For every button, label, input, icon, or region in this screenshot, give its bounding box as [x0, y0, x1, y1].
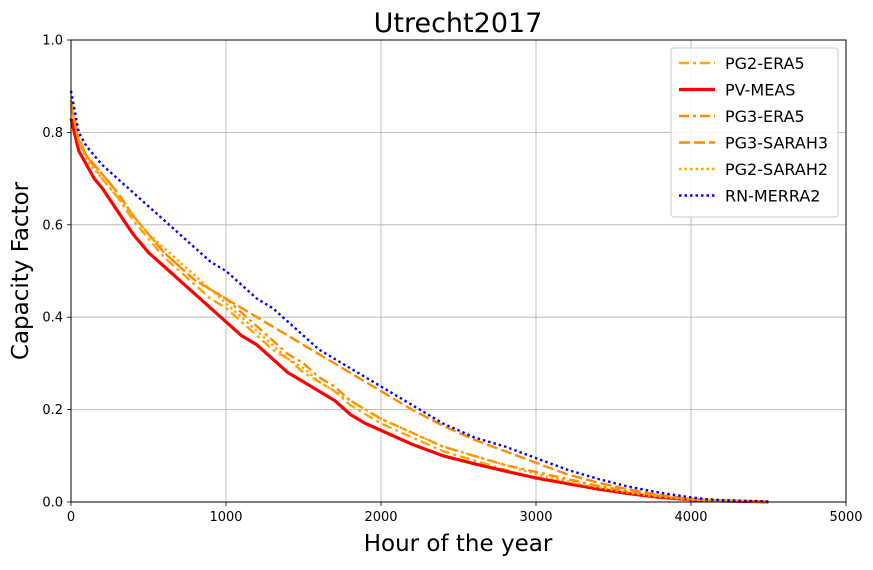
- y-axis-title: Capacity Factor: [8, 181, 34, 360]
- x-axis-title: Hour of the year: [364, 531, 553, 557]
- y-tick-label: 0.4: [42, 311, 63, 326]
- chart-title: Utrecht2017: [374, 8, 543, 39]
- y-tick-label: 0.8: [42, 126, 63, 141]
- series-line-pv-meas: [69, 118, 769, 504]
- x-tick-label: 2000: [364, 510, 397, 525]
- x-tick-label: 5000: [829, 510, 862, 525]
- y-tick-label: 0.2: [42, 403, 63, 418]
- series-line-pg2-sarah2: [69, 104, 769, 504]
- x-axis-ticks: 0 1000 2000 3000 4000 5000: [67, 502, 863, 525]
- legend-label: PG2-ERA5: [725, 54, 805, 73]
- legend-label: PV-MEAS: [725, 81, 795, 100]
- series-line-rn-merra2: [69, 90, 769, 503]
- y-tick-label: 0.0: [42, 496, 63, 511]
- series-line-pg3-sarah3: [69, 104, 769, 504]
- legend-label: PG3-ERA5: [725, 107, 805, 126]
- series-line-pg3-era5: [69, 104, 769, 504]
- legend-label: PG2-SARAH2: [725, 160, 828, 179]
- legend-label: RN-MERRA2: [725, 187, 820, 206]
- legend-label: PG3-SARAH3: [725, 134, 828, 153]
- x-tick-label: 4000: [674, 510, 707, 525]
- legend: PG2-ERA5 PV-MEAS PG3-ERA5 PG3-SARAH3 PG2-SAR…: [670, 47, 839, 218]
- series-line-pg2-era5: [69, 99, 769, 504]
- x-tick-label: 3000: [519, 510, 552, 525]
- x-tick-label: 0: [67, 510, 75, 525]
- x-tick-label: 1000: [209, 510, 242, 525]
- plot-frame: [70, 39, 847, 503]
- y-tick-label: 0.6: [42, 218, 63, 233]
- series-lines: [69, 90, 769, 504]
- y-axis-ticks: 0.0 0.2 0.4 0.6 0.8 1.0: [42, 34, 71, 511]
- y-tick-label: 1.0: [42, 34, 63, 49]
